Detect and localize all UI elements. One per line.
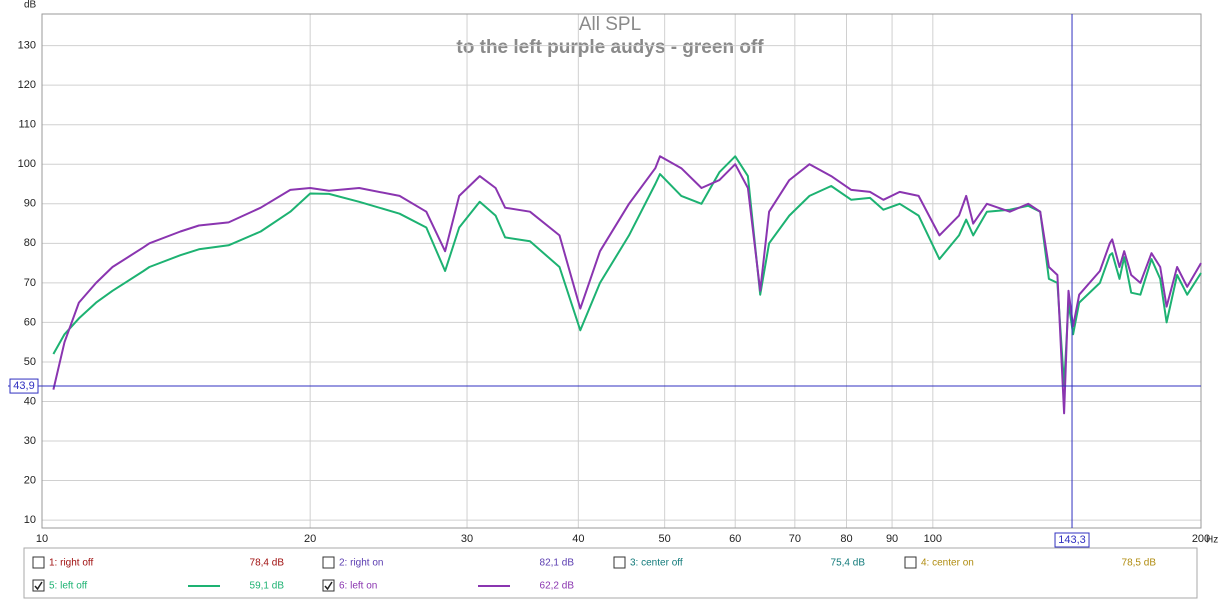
y-tick-label: 80 bbox=[24, 237, 36, 249]
x-tick-label: 90 bbox=[886, 533, 898, 545]
chart-subtitle: to the left purple audys - green off bbox=[456, 37, 764, 58]
x-tick-label: 30 bbox=[461, 533, 473, 545]
y-tick-label: 60 bbox=[24, 316, 36, 328]
legend-readout: 78,5 dB bbox=[1122, 558, 1157, 569]
legend-checkbox[interactable] bbox=[322, 556, 335, 569]
x-tick-label: 40 bbox=[572, 533, 584, 545]
chart-title: All SPL bbox=[579, 14, 641, 35]
legend-checkbox[interactable] bbox=[32, 556, 45, 569]
series-line bbox=[52, 155, 1202, 387]
legend-readout: 62,2 dB bbox=[540, 581, 575, 592]
legend-panel bbox=[23, 547, 1198, 599]
plot-frame bbox=[41, 13, 1202, 529]
x-tick-label: 200 bbox=[1192, 533, 1210, 545]
x-tick-label: 100 bbox=[924, 533, 942, 545]
legend-name: 6: left on bbox=[339, 581, 377, 592]
cursor-y-box bbox=[9, 378, 39, 394]
y-tick-label: 130 bbox=[18, 40, 36, 52]
y-tick-label: 20 bbox=[24, 474, 36, 486]
y-tick-label: 100 bbox=[18, 158, 36, 170]
legend-readout: 59,1 dB bbox=[250, 581, 285, 592]
x-tick-label: 60 bbox=[729, 533, 741, 545]
x-tick-label: 70 bbox=[789, 533, 801, 545]
legend-name: 4: center on bbox=[921, 558, 974, 569]
y-tick-label: 10 bbox=[24, 514, 36, 526]
cursor-y-label: 43,9 bbox=[13, 380, 34, 392]
legend-checkbox[interactable] bbox=[613, 556, 626, 569]
legend-checkbox[interactable] bbox=[904, 556, 917, 569]
y-tick-label: 110 bbox=[18, 119, 36, 131]
y-axis-label: dB bbox=[24, 0, 37, 11]
y-tick-label: 120 bbox=[18, 79, 36, 91]
x-tick-label: 50 bbox=[659, 533, 671, 545]
x-tick-label: 80 bbox=[840, 533, 852, 545]
legend-readout: 75,4 dB bbox=[831, 558, 866, 569]
legend-name: 3: center off bbox=[630, 558, 683, 569]
legend-checkmark bbox=[34, 581, 43, 591]
cursor-x-box bbox=[1054, 532, 1090, 548]
series-line bbox=[52, 155, 1202, 415]
cursor-x-label: 143,3 bbox=[1058, 534, 1086, 546]
y-tick-label: 30 bbox=[24, 435, 36, 447]
x-tick-label: 20 bbox=[304, 533, 316, 545]
legend-name: 2: right on bbox=[339, 558, 383, 569]
legend-name: 5: left off bbox=[49, 581, 87, 592]
x-axis-label: Hz bbox=[1206, 535, 1218, 546]
legend-name: 1: right off bbox=[49, 558, 94, 569]
legend-checkbox[interactable] bbox=[32, 579, 45, 592]
legend-readout: 82,1 dB bbox=[540, 558, 575, 569]
legend-checkmark bbox=[324, 581, 333, 591]
y-tick-label: 40 bbox=[24, 395, 36, 407]
legend-readout: 78,4 dB bbox=[250, 558, 285, 569]
y-tick-label: 70 bbox=[24, 277, 36, 289]
y-tick-label: 90 bbox=[24, 198, 36, 210]
y-tick-label: 50 bbox=[24, 356, 36, 368]
legend-checkbox[interactable] bbox=[322, 579, 335, 592]
x-tick-label: 10 bbox=[36, 533, 48, 545]
